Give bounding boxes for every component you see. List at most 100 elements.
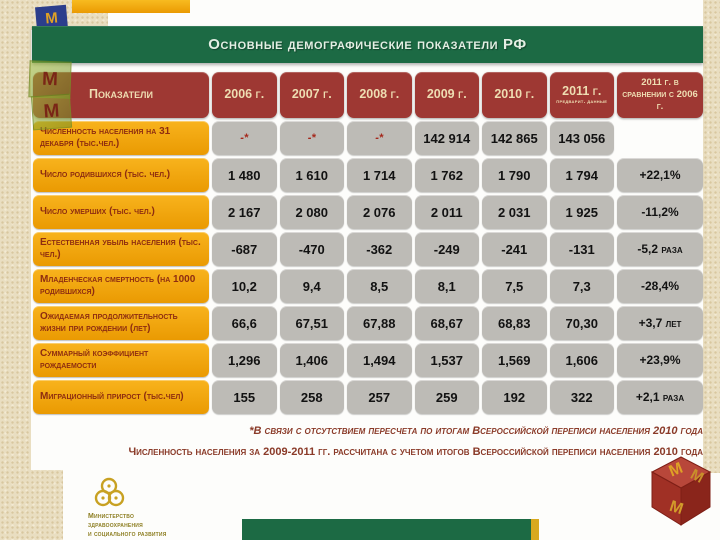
table-cell: 1,406 bbox=[279, 343, 344, 377]
footnotes: *В связи с отсутствием пересчета по итог… bbox=[8, 421, 703, 464]
cube-letter: М bbox=[41, 68, 59, 90]
table-cell: 1 714 bbox=[347, 158, 412, 192]
table-cell: 1,494 bbox=[347, 343, 412, 377]
table-cell: 67,88 bbox=[347, 306, 412, 340]
table-cell: -249 bbox=[414, 232, 479, 266]
table-cell: +3,7 лет bbox=[617, 306, 703, 340]
column-header-2011: 2011 г. предварит. данные bbox=[549, 72, 614, 118]
table-cell: 322 bbox=[549, 380, 614, 414]
table-cell: -241 bbox=[482, 232, 547, 266]
table-cell: 2 031 bbox=[482, 195, 547, 229]
table-cell: 8,5 bbox=[347, 269, 412, 303]
footnote-line-1: *В связи с отсутствием пересчета по итог… bbox=[249, 425, 703, 437]
ministry-line: здравоохранения bbox=[88, 522, 143, 530]
left-border-texture bbox=[0, 0, 31, 540]
table-cell: 259 bbox=[414, 380, 479, 414]
footnote-line-2: Численность населения за 2009-2011 гг. р… bbox=[128, 446, 703, 459]
table-cell: 7,5 bbox=[482, 269, 547, 303]
column-header-2007: 2007 г. bbox=[279, 72, 344, 118]
table-cell: -687 bbox=[212, 232, 277, 266]
table-cell: -131 bbox=[549, 232, 614, 266]
table-cell: -11,2% bbox=[617, 195, 703, 229]
table-cell: +22,1% bbox=[617, 158, 703, 192]
column-header-label: 2009 г. bbox=[426, 87, 467, 102]
column-header-comparison: 2011 г. в сравнении с 2006 г. bbox=[617, 72, 703, 118]
table-cell: 1,296 bbox=[212, 343, 277, 377]
table-cell: -5,2 раза bbox=[617, 232, 703, 266]
table-cell: 1 925 bbox=[549, 195, 614, 229]
table-cell: 1,606 bbox=[549, 343, 614, 377]
ministry-line: Министерство bbox=[88, 513, 135, 520]
table-cell: -28,4% bbox=[617, 269, 703, 303]
indicator-label: Младенческая смертность (на 1000 родивши… bbox=[33, 269, 209, 303]
table-cell: 1 610 bbox=[279, 158, 344, 192]
table-cell: 1,569 bbox=[482, 343, 547, 377]
table-cell: -* bbox=[347, 121, 412, 155]
bottom-green-bar bbox=[242, 519, 539, 540]
table-cell: 2 011 bbox=[414, 195, 479, 229]
table-cell: 67,51 bbox=[279, 306, 344, 340]
indicator-label: Суммарный коэффициент рождаемости bbox=[33, 343, 209, 377]
table-cell: 70,30 bbox=[549, 306, 614, 340]
table-cell: -362 bbox=[347, 232, 412, 266]
table-cell: -470 bbox=[279, 232, 344, 266]
indicator-label: Число умерших (тыс. чел.) bbox=[33, 195, 209, 229]
indicator-label: Ожидаемая продолжительность жизни при ро… bbox=[33, 306, 209, 340]
table-cell: 143 056 bbox=[549, 121, 614, 155]
cube-letter: М bbox=[42, 100, 61, 123]
ministry-rings-icon bbox=[94, 477, 125, 507]
table-cell: 142 865 bbox=[482, 121, 547, 155]
table-cell: 1,537 bbox=[414, 343, 479, 377]
cube-letter: М bbox=[667, 460, 686, 481]
indicator-label: Естественная убыль населения (тыс. чел.) bbox=[33, 232, 209, 266]
table-cell: 68,83 bbox=[482, 306, 547, 340]
demographics-table: Показатели 2006 г. 2007 г. 2008 г. 2009 … bbox=[33, 72, 703, 414]
table-cell: 10,2 bbox=[212, 269, 277, 303]
column-header-label: 2011 г. в сравнении с 2006 г. bbox=[622, 77, 698, 112]
column-header-2010: 2010 г. bbox=[482, 72, 547, 118]
column-header-2008: 2008 г. bbox=[347, 72, 412, 118]
table-cell: 155 bbox=[212, 380, 277, 414]
indicator-label: Число родившихся (тыс. чел.) bbox=[33, 158, 209, 192]
table-cell: 1 790 bbox=[482, 158, 547, 192]
table-cell: 2 167 bbox=[212, 195, 277, 229]
table-cell: 192 bbox=[482, 380, 547, 414]
table-cell: 1 762 bbox=[414, 158, 479, 192]
table-cell: 8,1 bbox=[414, 269, 479, 303]
indicator-label: Миграционный прирост (тыс.чел) bbox=[33, 380, 209, 414]
column-header-2009: 2009 г. bbox=[414, 72, 479, 118]
slide-title-bar: Основные демографические показатели РФ bbox=[32, 26, 703, 63]
column-header-2006: 2006 г. bbox=[212, 72, 277, 118]
orange-accent-bar bbox=[72, 0, 190, 13]
table-cell: +2,1 раза bbox=[617, 380, 703, 414]
column-header-label: 2008 г. bbox=[359, 87, 400, 102]
cube-letter: М bbox=[44, 8, 59, 28]
table-cell: 1 794 bbox=[549, 158, 614, 192]
table-cell: 68,67 bbox=[414, 306, 479, 340]
column-header-label: 2006 г. bbox=[224, 87, 265, 102]
table-cell: 1 480 bbox=[212, 158, 277, 192]
green-m-cube-icon: М bbox=[30, 93, 73, 131]
table-cell: 9,4 bbox=[279, 269, 344, 303]
red-m-cube-icon: М М М bbox=[650, 456, 712, 526]
bottom-left-border-texture bbox=[0, 470, 63, 540]
table-cell: 2 080 bbox=[279, 195, 344, 229]
table-cell: 257 bbox=[347, 380, 412, 414]
right-border-texture bbox=[703, 0, 720, 473]
cube-letter: М bbox=[667, 498, 685, 518]
table-cell: 66,6 bbox=[212, 306, 277, 340]
table-cell: -* bbox=[279, 121, 344, 155]
column-header-label: 2007 г. bbox=[291, 87, 332, 102]
table-cell: 7,3 bbox=[549, 269, 614, 303]
table-cell: +23,9% bbox=[617, 343, 703, 377]
table-cell bbox=[617, 121, 703, 155]
column-header-label: 2011 г. bbox=[562, 83, 602, 98]
ministry-line: и социального развития bbox=[88, 531, 167, 539]
table-cell: -* bbox=[212, 121, 277, 155]
ministry-logo: Министерство здравоохранения и социально… bbox=[88, 477, 288, 540]
column-header-label: 2010 г. bbox=[494, 87, 535, 102]
column-header-note: предварит. данные bbox=[556, 99, 608, 106]
column-header-label: Показатели bbox=[89, 87, 153, 102]
slide-title: Основные демографические показатели РФ bbox=[208, 36, 527, 53]
